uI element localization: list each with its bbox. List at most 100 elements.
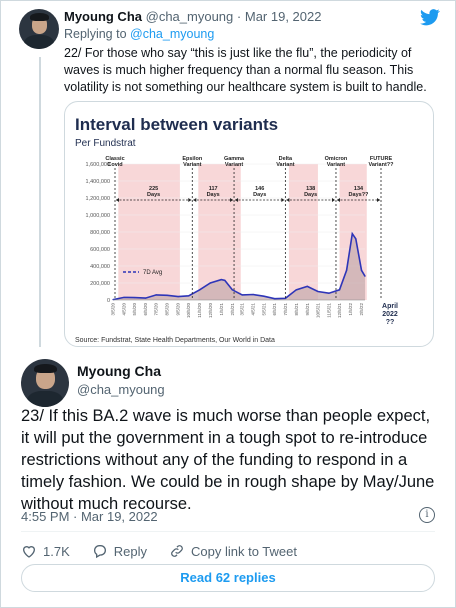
data-point [328, 292, 330, 294]
x-tick-label: 8/5/21 [294, 303, 299, 316]
divider [21, 531, 435, 532]
x-tick-label: 9/5/21 [305, 303, 310, 316]
tweet-date[interactable]: Mar 19, 2022 [244, 9, 322, 24]
future-label: ?? [386, 319, 395, 326]
like-button[interactable]: 1.7K [21, 543, 70, 559]
x-tick-label: 6/5/20 [143, 303, 148, 316]
twitter-bird-icon[interactable] [419, 7, 441, 27]
interval-chart: Interval between variants Per Fundstrat … [75, 115, 398, 344]
data-point [252, 293, 254, 296]
data-point [263, 295, 265, 297]
author-avatar[interactable] [21, 359, 69, 407]
heart-icon [22, 546, 36, 558]
chart-source: Source: Fundstrat, State Health Departme… [75, 337, 275, 344]
x-tick-label: 10/5/21 [315, 303, 320, 319]
data-point [351, 233, 353, 235]
y-tick-label: 1,000,000 [86, 213, 110, 219]
variant-label: Variant [183, 162, 202, 168]
interval-label: Days?? [349, 192, 370, 198]
separator: · [236, 9, 242, 24]
variant-label: Variant [225, 162, 244, 168]
interval-label: 117 [209, 186, 218, 192]
author-handle-2[interactable]: @cha_myoung [77, 382, 165, 397]
tweet-header: Myoung Cha @cha_myoung · Mar 19, 2022 [64, 9, 321, 24]
data-point [166, 294, 168, 296]
variant-label: FUTURE [370, 156, 393, 162]
x-tick-label: 2/5/21 [230, 303, 235, 316]
variant-label: Variant?? [368, 162, 394, 168]
x-tick-label: 9/5/20 [176, 303, 181, 316]
x-tick-label: 4/5/21 [251, 303, 256, 316]
interval-label: Days [147, 192, 160, 198]
interval-label: 134 [354, 186, 364, 192]
chart-image[interactable]: Interval between variants Per Fundstrat … [64, 101, 434, 347]
y-tick-label: 600,000 [90, 247, 110, 253]
tweet-text-2: 23/ If this BA.2 wave is much worse than… [21, 407, 435, 513]
y-tick-label: 1,600,000 [86, 162, 110, 168]
reply-label: Reply [113, 543, 147, 559]
data-point [364, 275, 366, 277]
interval-label: 146 [255, 186, 264, 192]
data-point [274, 298, 276, 300]
data-point [155, 294, 157, 296]
data-point [231, 289, 233, 291]
variant-label: Omicron [325, 156, 348, 162]
data-point [241, 294, 243, 296]
data-point [295, 289, 297, 291]
variant-label: Variant [276, 162, 295, 168]
y-tick-label: 200,000 [90, 281, 110, 287]
author-handle[interactable]: @cha_myoung [145, 9, 234, 24]
y-tick-label: 0 [107, 298, 110, 304]
variant-label: Variant [327, 162, 346, 168]
interval-label: 225 [149, 186, 158, 192]
author-name[interactable]: Myoung Cha [64, 9, 142, 24]
data-point [123, 296, 125, 299]
copy-link-button[interactable]: Copy link to Tweet [169, 543, 297, 559]
chart-plot: 0 200,000 400,000 600,000 800,000 1,000,000 1,… [86, 156, 398, 326]
thread-connector [39, 57, 41, 347]
x-tick-label: 3/5/20 [111, 303, 116, 316]
interval-label: 138 [306, 186, 315, 192]
variant-label: Gamma [224, 156, 245, 162]
tweet-timestamp[interactable]: 4:55 PM · Mar 19, 2022 [21, 509, 158, 524]
data-point [188, 295, 190, 297]
read-replies-button[interactable]: Read 62 replies [21, 564, 435, 592]
x-tick-label: 12/5/20 [208, 303, 213, 319]
x-tick-label: 7/5/20 [154, 303, 159, 316]
variant-label: Covid [107, 162, 122, 168]
data-point [317, 290, 319, 293]
chart-title: Interval between variants [75, 115, 278, 134]
y-tick-label: 1,200,000 [86, 196, 110, 202]
x-tick-label: 4/5/20 [121, 303, 126, 316]
data-point [224, 279, 226, 282]
reply-button[interactable]: Reply [92, 543, 147, 559]
avatar[interactable] [19, 9, 59, 49]
data-point [199, 289, 201, 291]
variant-label: Classic [105, 156, 124, 162]
variant-label: Epsilon [182, 156, 203, 162]
replying-to-handle[interactable]: @cha_myoung [130, 27, 215, 41]
reply-icon [93, 545, 106, 559]
x-tick-label: 10/5/20 [186, 303, 191, 319]
y-tick-label: 800,000 [90, 230, 110, 236]
future-label: 2022 [382, 311, 398, 318]
info-icon[interactable]: i [419, 507, 435, 523]
future-label: April [382, 303, 398, 310]
like-count: 1.7K [43, 543, 70, 559]
author-name-2[interactable]: Myoung Cha [77, 363, 161, 379]
chart-subtitle: Per Fundstrat [75, 138, 136, 149]
y-tick-label: 400,000 [90, 264, 110, 270]
copy-link-label: Copy link to Tweet [191, 543, 297, 559]
data-point [144, 297, 147, 299]
series-line-7d-avg [112, 231, 366, 301]
data-point [209, 282, 211, 284]
data-point [133, 297, 136, 299]
x-tick-label: 7/5/21 [283, 303, 288, 316]
interval-label: Days [253, 192, 266, 198]
x-tick-label: 12/5/21 [337, 303, 342, 319]
x-tick-label: 5/5/20 [132, 303, 137, 316]
link-icon [171, 545, 183, 557]
x-tick-label: 6/5/21 [272, 303, 277, 316]
x-tick-label: 2/5/22 [359, 303, 364, 316]
